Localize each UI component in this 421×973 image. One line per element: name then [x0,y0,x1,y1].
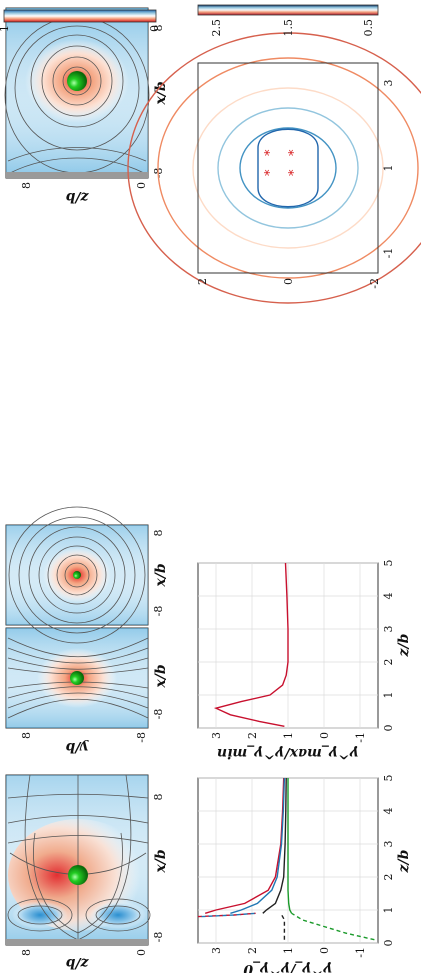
plot1-series-black-solid [262,777,287,914]
source-marker-4: * [287,149,302,156]
plot2-xlabel: z/b [396,633,412,657]
source-marker-3: * [263,149,278,156]
contour-xtick-0: -1 [382,248,395,259]
p2-ylabel: y/b [65,739,89,755]
bottom-colorbar: 2.5 1.5 0.5 [197,4,379,37]
bottom-colorbar-label-2: 0.5 [362,19,375,37]
y-tick-label: -1 [354,947,367,958]
x-tick-label: 2 [382,874,395,881]
p1-ylabel: z/b [65,955,89,971]
x-tick-label: 4 [382,808,395,815]
p4-ylabel: z/b [65,189,89,205]
p1-xtick-1: 8 [152,794,165,801]
p3-xlabel: x/b [153,563,169,587]
y-tick-label: 2 [246,947,259,954]
flow-panel-1 [5,774,151,946]
p1-xtick-0: -8 [152,932,165,943]
p4-xlabel: x/b [153,81,169,105]
x-tick-label: 2 [382,659,395,666]
p4-ytick-1: 8 [20,182,33,189]
plot2-ylabel: γ^γ_max/γ^γ_min [217,745,359,761]
y-tick-label: 3 [210,947,223,954]
line-plot-1: 0 1 2 3 4 5 -1 0 1 2 3 z/b γ^γ_/γ^γ_0 [197,775,412,973]
line-plot-2: 0 1 2 3 4 5 -1 0 1 2 3 z/b γ^γ_max/γ^γ_min [197,560,412,761]
p1-xlabel: x/b [153,849,169,873]
x-tick-label: 0 [382,725,395,732]
y-tick-label: 2 [246,732,259,739]
p2-ytick-1: 8 [20,732,33,739]
p1-ytick-1: 8 [20,949,33,956]
contour-ytick-0: -2 [368,278,381,289]
plot2-lines [213,562,289,727]
y-tick-label: 0 [318,947,331,954]
p2-ytick-0: -8 [135,732,148,743]
x-tick-label: 0 [382,940,395,947]
p2-xlabel: x/b [153,664,169,688]
plot2-series-red-solid [213,562,289,727]
plot1-ticks: 0 1 2 3 4 5 -1 0 1 2 3 [210,775,395,958]
p1-ytick-0: 0 [135,949,148,956]
flow-panel-4 [4,7,150,179]
plot1-series-green-solid [287,778,293,914]
contour-ytick-2: 2 [196,278,209,285]
y-tick-label: 3 [210,732,223,739]
flow-panel-2 [5,627,149,729]
top-colorbar-min-label: 1 [0,25,11,32]
x-tick-label: 1 [382,907,395,914]
x-tick-label: 3 [382,626,395,633]
bottom-colorbar-label-0: 2.5 [210,19,223,37]
source-marker-2: * [287,169,302,176]
plot1-lines [197,777,375,941]
y-tick-label: 1 [282,947,295,954]
y-tick-label: 0 [318,732,331,739]
plot1-series-black-dashed [280,912,286,940]
bottom-colorbar-label-1: 1.5 [282,19,295,37]
x-tick-label: 4 [382,593,395,600]
x-tick-label: 5 [382,775,395,782]
top-colorbar: 1 0 [0,9,161,32]
p3-xtick-0: -8 [152,606,165,617]
source-marker-1: * [263,169,278,176]
y-tick-label: -1 [354,732,367,743]
plot1-xlabel: z/b [396,849,412,873]
plot2-ticks: 0 1 2 3 4 5 -1 0 1 2 3 [210,560,395,743]
plot1-series-red-dashed [197,912,256,918]
plot1-series-blue-dashed [201,912,256,918]
plot1-ylabel: γ^γ_/γ^γ_0 [243,961,333,973]
plot1-series-green-dashed [291,912,375,941]
contour-xtick-2: 3 [382,80,395,87]
p4-ytick-0: 0 [135,182,148,189]
p4-xtick-1: 8 [152,25,165,32]
p2-xtick-0: -8 [152,709,165,720]
x-tick-label: 5 [382,560,395,567]
y-tick-label: 1 [282,732,295,739]
x-tick-label: 1 [382,692,395,699]
top-colorbar-max-label: 0 [148,25,161,32]
contour-panel: * * * * -1 1 3 -2 0 2 [127,32,421,304]
flow-panel-3 [5,506,149,644]
plot1-series-blue-solid [230,777,286,914]
p3-xtick-1: 8 [152,530,165,537]
x-tick-label: 3 [382,841,395,848]
contour-xtick-1: 1 [382,165,395,172]
contour-ytick-1: 0 [282,278,295,285]
top-row-labels: -8 8 x/b 0 8 z/b -8 x/b -8 8 y/b -8 8 x/… [20,25,169,972]
